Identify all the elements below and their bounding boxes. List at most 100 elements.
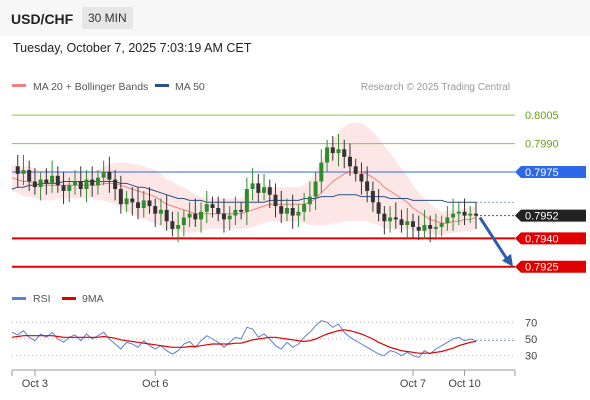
candle-body	[410, 221, 415, 227]
candle-body	[302, 204, 307, 212]
candle-body	[388, 217, 393, 222]
candle-body	[279, 206, 284, 214]
candle-body	[61, 185, 66, 191]
ma20-legend-swatch	[12, 84, 26, 87]
candle-body	[158, 209, 163, 214]
forecast-arrow-head	[502, 253, 513, 267]
candle-body	[262, 187, 267, 193]
forecast-arrow-shaft	[478, 216, 510, 262]
candle-body	[147, 200, 152, 207]
candle-body	[15, 166, 20, 174]
candle-body	[336, 149, 341, 154]
ma20-legend-label: MA 20 + Bollinger Bands	[33, 81, 148, 93]
candle-body	[221, 213, 226, 220]
candle-body	[365, 181, 370, 191]
candle-body	[416, 226, 421, 231]
bollinger-band-area	[12, 122, 476, 235]
ma50-legend-label: MA 50	[175, 81, 205, 93]
timeframe-badge[interactable]: 30 MIN	[82, 7, 133, 29]
candle-body	[445, 217, 450, 224]
candle-body	[38, 179, 43, 188]
rsi-panel: 70 50 30	[11, 317, 537, 363]
candle-body	[451, 213, 456, 218]
moving-averages	[11, 171, 515, 224]
level-label-2: 0.7975	[525, 167, 559, 179]
candle-body	[250, 183, 255, 190]
candle-body	[176, 225, 181, 229]
level-label-0: 0.8005	[525, 110, 559, 122]
candle-body	[136, 202, 141, 208]
candle-body	[227, 215, 232, 220]
candle-body	[239, 209, 244, 212]
rsi-legend-label: RSI	[33, 293, 51, 305]
candle-body	[84, 179, 89, 190]
candle-body	[55, 175, 60, 186]
candle-body	[370, 190, 375, 203]
candlesticks	[15, 134, 478, 243]
level-tag-4	[515, 260, 586, 273]
candle-body	[216, 208, 221, 214]
candle-body	[164, 209, 169, 222]
current-price-tag	[515, 209, 586, 222]
candle-body	[73, 181, 78, 186]
candle-body	[90, 179, 95, 186]
rsi-ma-legend-label: 9MA	[82, 293, 104, 305]
rsi-legend-swatch	[12, 297, 26, 300]
candle-body	[428, 225, 433, 229]
candle-body	[21, 170, 26, 174]
candle-body	[187, 213, 192, 218]
candle-body	[78, 181, 83, 190]
candle-body	[118, 189, 123, 205]
rsi-ma-legend-swatch	[62, 297, 76, 300]
candle-body	[284, 208, 289, 214]
rsi-tick-label: 30	[525, 351, 537, 363]
candle-body	[353, 166, 358, 174]
candle-body	[256, 183, 261, 193]
candle-body	[95, 177, 100, 186]
candle-body	[313, 181, 318, 197]
candle-body	[330, 147, 335, 154]
candle-body	[456, 211, 461, 214]
x-tick-label: Oct 7	[400, 378, 426, 390]
candle-body	[153, 206, 158, 214]
candle-body	[199, 211, 204, 220]
candle-body	[433, 226, 438, 229]
candle-body	[376, 202, 381, 214]
main-legend: MA 20 + Bollinger Bands MA 50 Research ©…	[12, 81, 510, 93]
candle-body	[32, 181, 37, 188]
x-tick-label: Oct 6	[142, 378, 168, 390]
level-label-3: 0.7940	[525, 233, 559, 245]
candle-body	[130, 198, 135, 203]
ma20-line	[11, 171, 477, 224]
symbol-title: USD/CHF	[11, 11, 74, 27]
candle-body	[233, 209, 238, 216]
x-tick-label: Oct 3	[22, 378, 48, 390]
forecast-arrow	[478, 216, 513, 267]
bollinger-band	[12, 122, 476, 235]
candle-body	[124, 198, 129, 205]
candle-body	[393, 217, 398, 220]
candle-body	[307, 196, 312, 205]
level-label-4: 0.7925	[525, 262, 559, 274]
ma50-line	[11, 181, 476, 203]
level-tag-3	[515, 232, 586, 245]
candle-body	[27, 170, 32, 182]
candle-body	[170, 221, 175, 229]
candle-body	[210, 204, 215, 208]
candle-body	[101, 172, 106, 178]
candle-body	[181, 217, 186, 226]
candle-body	[399, 219, 404, 226]
candle-body	[204, 204, 209, 212]
x-axis: Oct 3 Oct 6 Oct 7 Oct 10	[11, 369, 516, 390]
current-price-label: 0.7952	[525, 211, 559, 223]
price-level-labels: 0.8005 0.7990 0.7975 0.7940 0.7925 0.7952	[515, 110, 586, 274]
candle-body	[382, 213, 387, 222]
price-levels	[12, 114, 515, 268]
rsi-tick-label: 70	[525, 317, 537, 329]
candle-body	[67, 185, 72, 191]
candle-body	[193, 213, 198, 220]
candle-body	[462, 211, 467, 216]
rsi-tick-label: 50	[525, 334, 537, 346]
candle-body	[405, 221, 410, 226]
